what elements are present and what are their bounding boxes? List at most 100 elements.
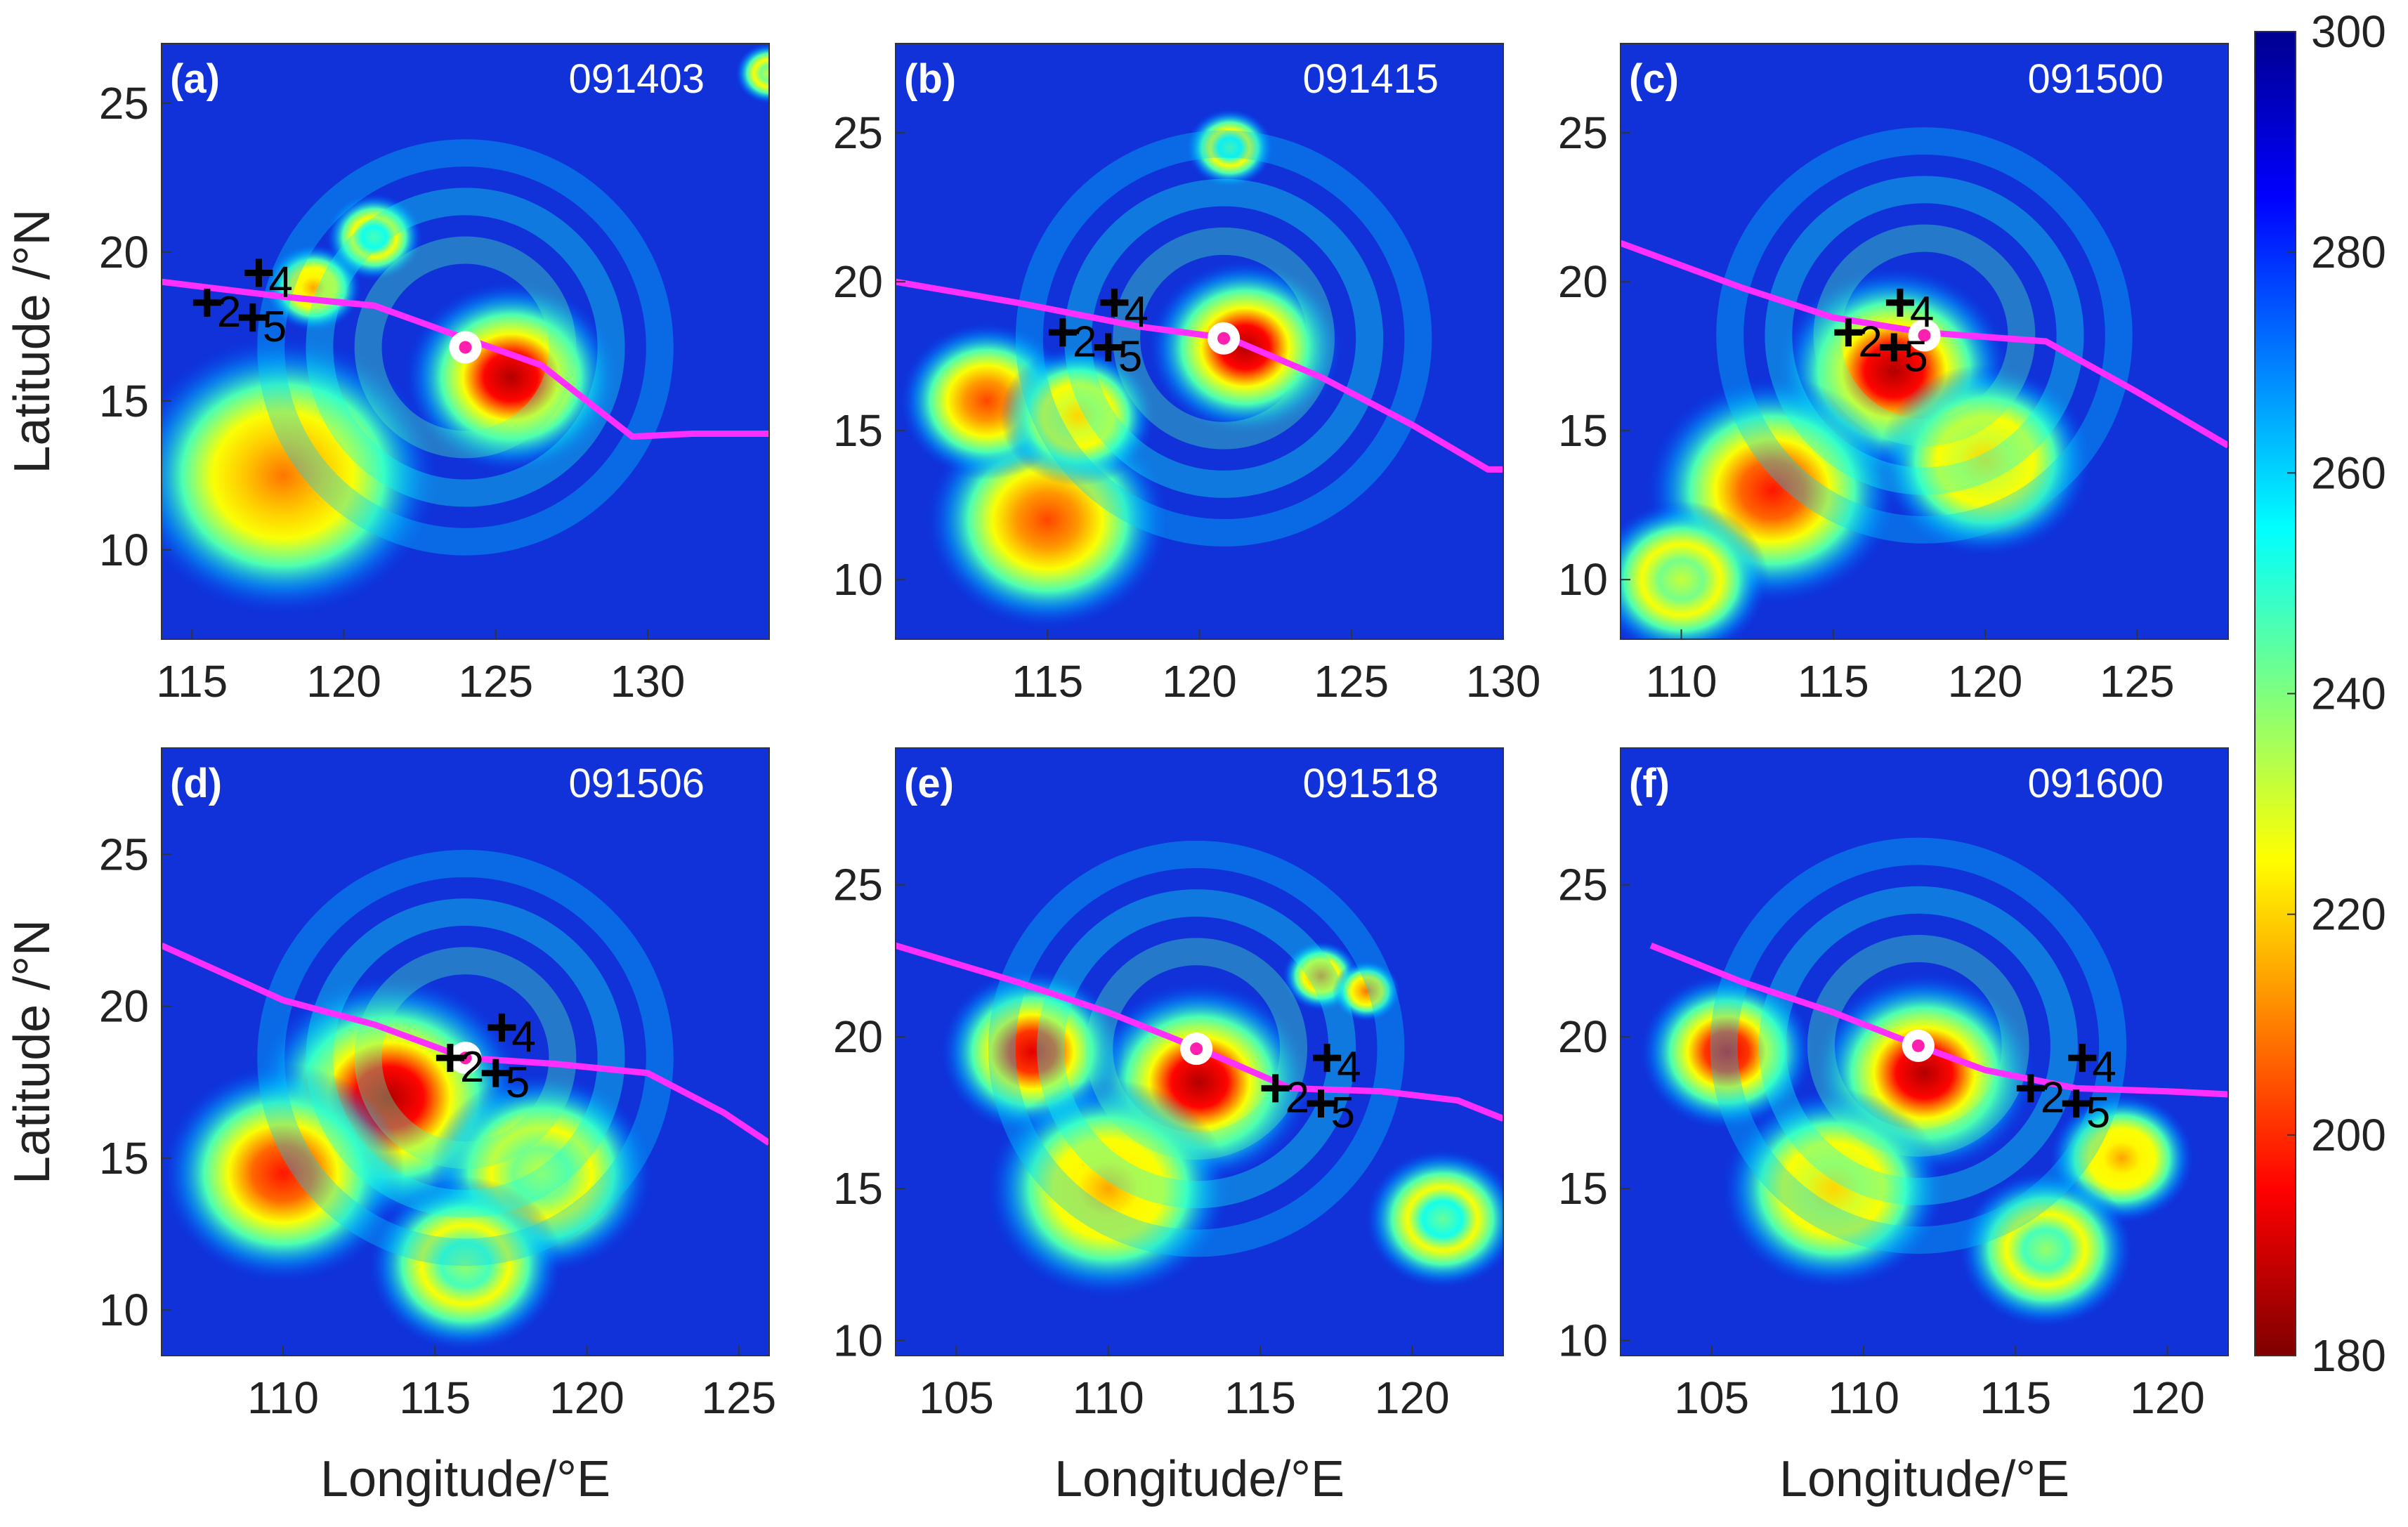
station-2-marker: 2 [2016, 1073, 2065, 1122]
colorbar-tick-label: 300 [2311, 6, 2386, 57]
station-5-label: 5 [1331, 1089, 1355, 1137]
plot-frame [895, 747, 1504, 1356]
typhoon-center-dot [1190, 1042, 1203, 1056]
station-4-label: 4 [511, 1013, 535, 1061]
station-4-marker: 4 [1313, 1043, 1361, 1092]
plot-frame [161, 747, 770, 1356]
station-2-marker: 2 [436, 1043, 484, 1092]
cold-cloud-region [1186, 108, 1274, 188]
cold-cloud-region [1621, 501, 1769, 639]
x-tick-label: 120 [2130, 1372, 2205, 1423]
x-tick-label: 115 [1012, 656, 1083, 707]
station-5-marker: 5 [1307, 1089, 1355, 1137]
station-4-marker: 4 [488, 1013, 536, 1061]
station-2-label: 2 [1858, 317, 1882, 366]
time-label: 091415 [1302, 56, 1439, 102]
x-tick-label: 115 [1798, 656, 1869, 707]
panel-label: (e) [904, 761, 954, 806]
cold-cloud-region [1000, 346, 1156, 486]
panel-label: (b) [904, 56, 956, 102]
x-tick-label: 110 [1828, 1372, 1899, 1423]
rainband [1710, 837, 2127, 1254]
y-tick-label: 15 [1558, 1163, 1608, 1214]
rainband [1807, 934, 2029, 1157]
plot-frame [161, 43, 770, 640]
rainband [306, 188, 625, 507]
rainband [354, 236, 577, 459]
station-2-label: 2 [460, 1043, 484, 1092]
brightness-temperature-field: 245 [896, 748, 1503, 1356]
station-5-label: 5 [263, 303, 287, 351]
time-label: 091403 [568, 56, 705, 102]
y-tick-label: 20 [833, 1011, 883, 1062]
x-tick-label: 125 [458, 656, 533, 707]
y-tick-label: 25 [833, 107, 883, 158]
x-tick-label: 115 [399, 1372, 471, 1423]
station-4-label: 4 [1124, 288, 1148, 336]
colorbar-tick-label: 180 [2311, 1330, 2386, 1381]
station-4-marker: 4 [244, 258, 293, 306]
x-tick-label: 105 [919, 1372, 994, 1423]
cold-cloud-region [162, 335, 439, 616]
x-tick-label: 115 [1980, 1372, 2051, 1423]
x-tick-label: 115 [1224, 1372, 1296, 1423]
x-axis-label: Longitude/°E [1779, 1451, 2069, 1507]
x-tick-label: 120 [1375, 1372, 1450, 1423]
y-tick-label: 15 [99, 1133, 149, 1184]
rainband [988, 840, 1405, 1257]
station-2-marker: 2 [192, 288, 241, 336]
y-tick-label: 25 [1558, 107, 1608, 158]
time-label: 091518 [1302, 761, 1439, 806]
typhoon-track-line [896, 942, 1503, 1122]
typhoon-center-dot [1918, 329, 1931, 342]
x-tick-label: 125 [701, 1372, 776, 1423]
rainband [1765, 176, 2084, 495]
rainband [1015, 130, 1432, 547]
x-tick-label: 115 [156, 656, 228, 707]
y-tick-label: 10 [1558, 1315, 1608, 1365]
cold-cloud-region [1332, 960, 1401, 1022]
y-tick-label: 15 [833, 1163, 883, 1214]
plot-frame [1620, 747, 2229, 1356]
rainband [1085, 938, 1308, 1160]
x-tick-label: 130 [610, 656, 686, 707]
station-5-label: 5 [1904, 332, 1928, 381]
cold-cloud-region [1958, 1170, 2134, 1328]
y-tick-label: 20 [99, 981, 149, 1032]
colorbar: 180 200 220 240 260 280 300 [2254, 6, 2386, 1381]
y-tick-label: 15 [1558, 405, 1608, 456]
station-5-marker: 5 [481, 1059, 530, 1107]
brightness-temperature-field: 245 [162, 748, 769, 1356]
station-4-marker: 4 [2068, 1043, 2116, 1092]
y-tick-label: 15 [833, 405, 883, 456]
x-tick-label: 105 [1674, 1372, 1749, 1423]
y-axis-label: Latitude /°N [4, 209, 60, 473]
x-axis-label: Longitude/°E [320, 1451, 610, 1507]
y-tick-label: 25 [1558, 860, 1608, 910]
y-tick-label: 25 [99, 78, 149, 129]
y-tick-label: 10 [99, 1285, 149, 1335]
station-4-marker: 4 [1100, 288, 1149, 336]
cold-cloud-region [986, 1079, 1230, 1298]
y-tick-label: 25 [99, 829, 149, 879]
station-2-marker: 2 [1834, 317, 1883, 366]
x-tick-label: 125 [2100, 656, 2175, 707]
typhoon-track-line [162, 278, 769, 440]
station-2-label: 2 [1285, 1073, 1309, 1122]
x-tick-label: 120 [1162, 656, 1237, 707]
station-2-label: 2 [217, 288, 241, 336]
station-5-marker: 5 [1094, 332, 1142, 381]
x-tick-label: 130 [1466, 656, 1541, 707]
panel-label: (d) [170, 761, 222, 806]
colorbar-tick-label: 280 [2311, 227, 2386, 277]
y-tick-label: 10 [1558, 554, 1608, 605]
colorbar-tick-label: 200 [2311, 1110, 2386, 1160]
cold-cloud-region [1639, 973, 1814, 1131]
station-5-label: 5 [2086, 1089, 2110, 1137]
x-tick-label: 110 [1073, 1372, 1144, 1423]
y-tick-label: 20 [1558, 1011, 1608, 1062]
y-tick-label: 20 [833, 256, 883, 307]
x-tick-label: 120 [1948, 656, 2023, 707]
